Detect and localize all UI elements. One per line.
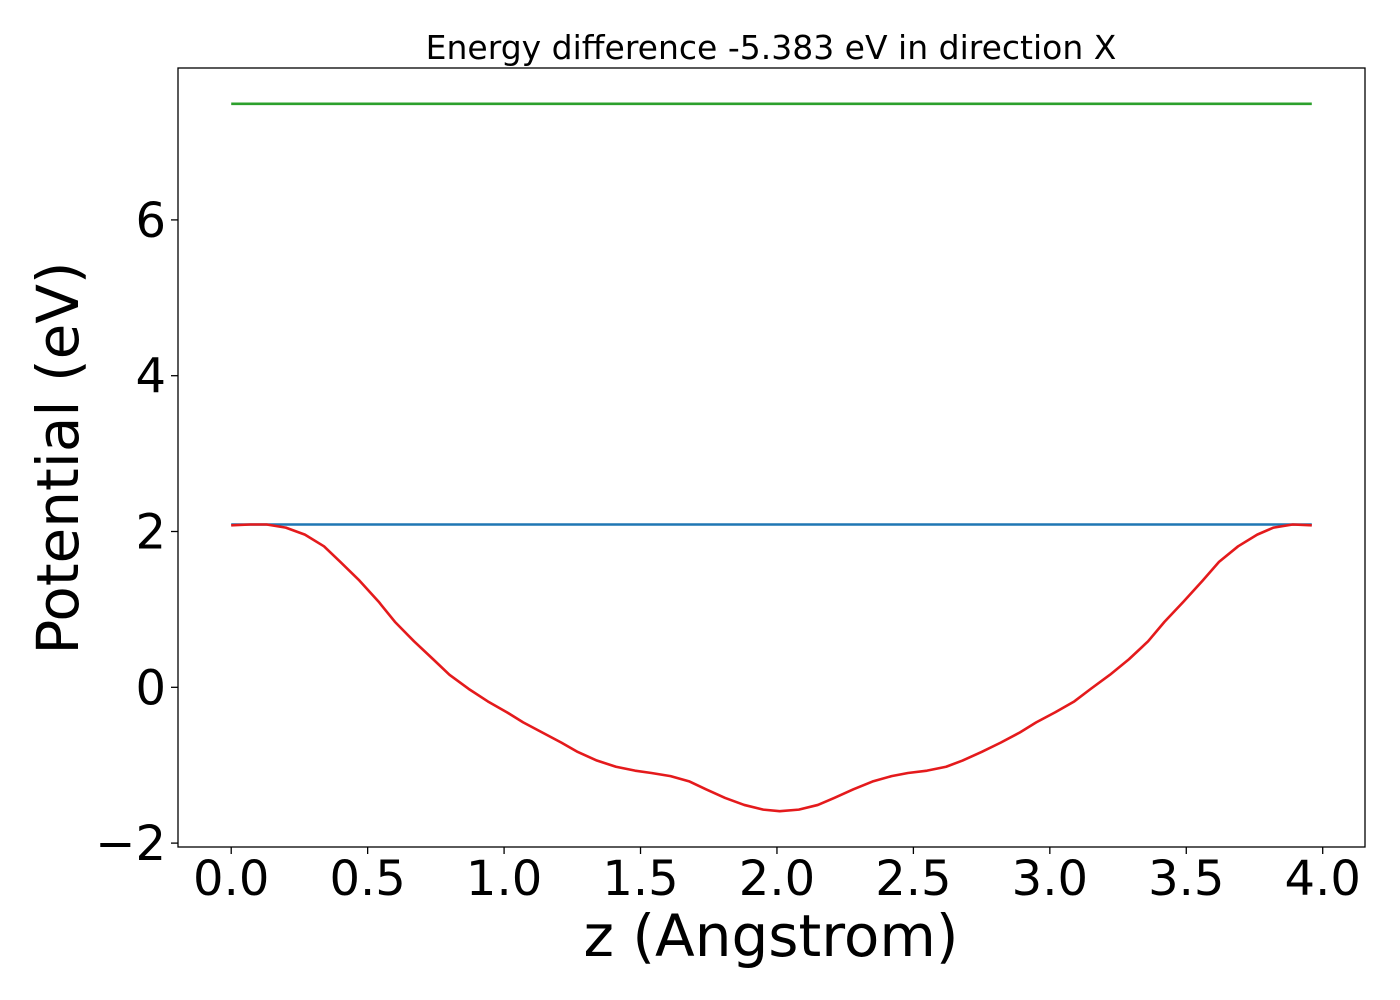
y-tick-label: 0 <box>135 660 166 716</box>
y-tick-label: 6 <box>135 193 166 249</box>
x-tick-label: 2.0 <box>739 851 815 907</box>
series-line-2 <box>231 523 1312 813</box>
x-tick-label: 2.5 <box>875 851 951 907</box>
y-tick-label: 4 <box>135 349 166 405</box>
x-axis-label: z (Angstrom) <box>584 902 959 970</box>
axes-frame <box>177 67 1366 848</box>
x-tick-label: 4.0 <box>1285 851 1361 907</box>
axis-ticks: 0.0 0.5 1.0 1.5 2.0 2.5 3.0 3.5 4.0 −2 0 2 4 6 <box>95 193 1361 907</box>
x-tick-label: 0.0 <box>193 851 269 907</box>
x-tick-label: 1.0 <box>466 851 542 907</box>
x-tick-label: 3.0 <box>1012 851 1088 907</box>
y-tick-label: 2 <box>135 505 166 561</box>
x-tick-label: 3.5 <box>1148 851 1224 907</box>
x-tick-label: 1.5 <box>602 851 678 907</box>
x-tick-label: 0.5 <box>329 851 405 907</box>
y-axis-label: Potential (eV) <box>24 261 92 654</box>
y-tick-label: −2 <box>95 816 166 872</box>
chart-title: Energy difference -5.383 eV in direction… <box>426 28 1117 67</box>
plot-area <box>231 102 1312 813</box>
